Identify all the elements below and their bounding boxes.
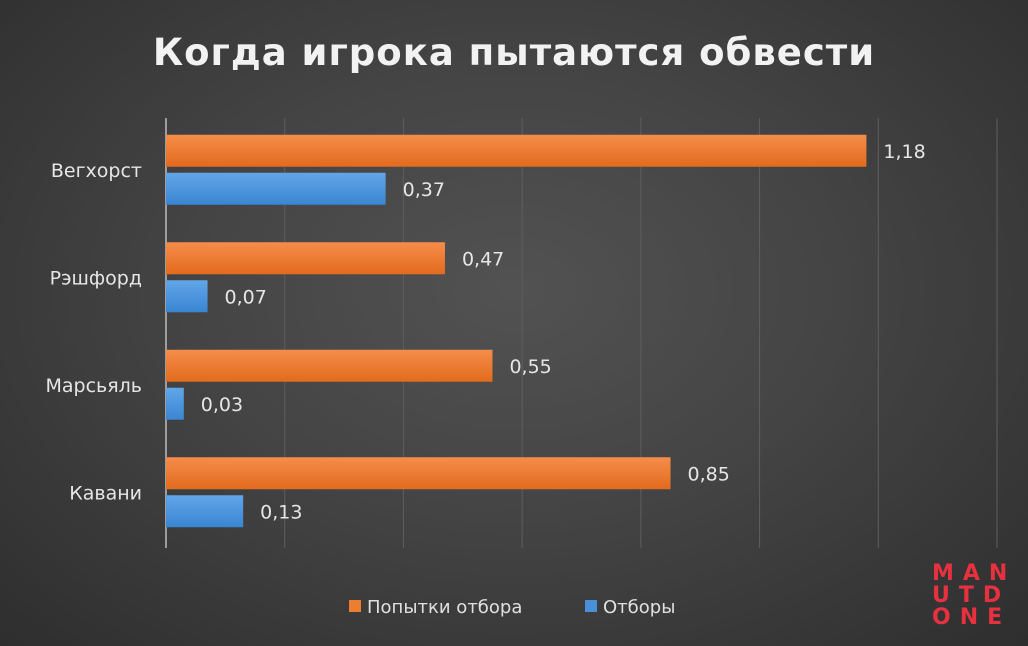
svg-text:MAN: MAN	[932, 561, 1016, 586]
legend: Попытки отбора Отборы	[349, 597, 675, 618]
chart-title: Когда игрока пытаются обвести	[153, 31, 875, 74]
legend-swatch	[349, 600, 361, 612]
bar-tackles	[166, 280, 208, 313]
data-label: 1,18	[883, 141, 925, 163]
bar-tackles	[166, 387, 184, 420]
bar-tackles	[166, 495, 244, 528]
legend-swatch	[585, 600, 597, 612]
data-label: 0,85	[688, 463, 730, 485]
category-label: Вегхорст	[51, 160, 142, 182]
data-label: 0,47	[462, 248, 504, 270]
bar-tackles	[166, 172, 386, 205]
category-label: Кавани	[69, 482, 142, 504]
category-label: Рэшфорд	[50, 267, 142, 289]
data-label: 0,03	[201, 394, 243, 416]
data-label: 0,07	[225, 286, 267, 308]
manutd-one-logo: MAN UTD ONE	[932, 561, 1016, 630]
data-label: 0,13	[260, 501, 302, 523]
bar-tackle-attempts	[166, 349, 493, 382]
category-label: Марсьяль	[45, 375, 142, 397]
bar-tackle-attempts	[166, 457, 671, 490]
bar-tackle-attempts	[166, 242, 445, 275]
data-label: 0,37	[403, 179, 445, 201]
bar-tackle-attempts	[166, 134, 867, 167]
legend-label: Попытки отбора	[367, 597, 522, 618]
data-label: 0,55	[509, 356, 551, 378]
svg-text:ONE: ONE	[932, 605, 1011, 630]
svg-text:UTD: UTD	[932, 583, 1010, 608]
legend-label: Отборы	[603, 597, 675, 618]
